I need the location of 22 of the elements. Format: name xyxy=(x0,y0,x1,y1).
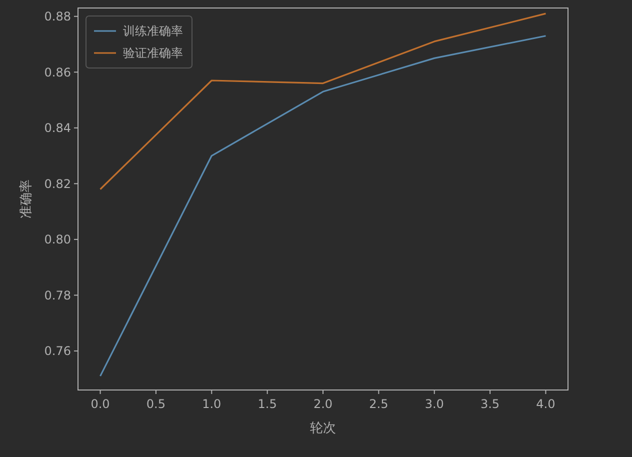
y-tick-label: 0.86 xyxy=(44,65,71,80)
x-tick-label: 0.0 xyxy=(90,397,110,411)
y-axis-title: 准确率 xyxy=(18,180,34,218)
y-tick-label: 0.80 xyxy=(44,232,71,247)
x-tick-label: 1.0 xyxy=(202,397,222,411)
y-tick-label: 0.82 xyxy=(44,176,71,191)
x-tick-label: 2.5 xyxy=(369,397,388,411)
y-tick-label: 0.84 xyxy=(44,121,71,136)
legend-label: 验证准确率 xyxy=(123,46,183,60)
line-series xyxy=(99,35,547,377)
x-tick-label: 4.0 xyxy=(536,397,556,411)
y-tick-label: 0.78 xyxy=(44,288,71,302)
x-tick-label: 2.0 xyxy=(313,397,333,411)
x-axis-title: 轮次 xyxy=(310,421,336,436)
legend-label: 训练准确率 xyxy=(123,24,183,38)
x-tick-label: 3.5 xyxy=(480,397,500,411)
x-tick-label: 0.5 xyxy=(146,397,166,411)
x-tick-label: 3.0 xyxy=(424,397,444,411)
line-series xyxy=(99,12,547,190)
y-tick-label: 0.88 xyxy=(44,10,71,24)
x-tick-label: 1.5 xyxy=(258,397,277,411)
y-tick-label: 0.76 xyxy=(44,344,71,358)
